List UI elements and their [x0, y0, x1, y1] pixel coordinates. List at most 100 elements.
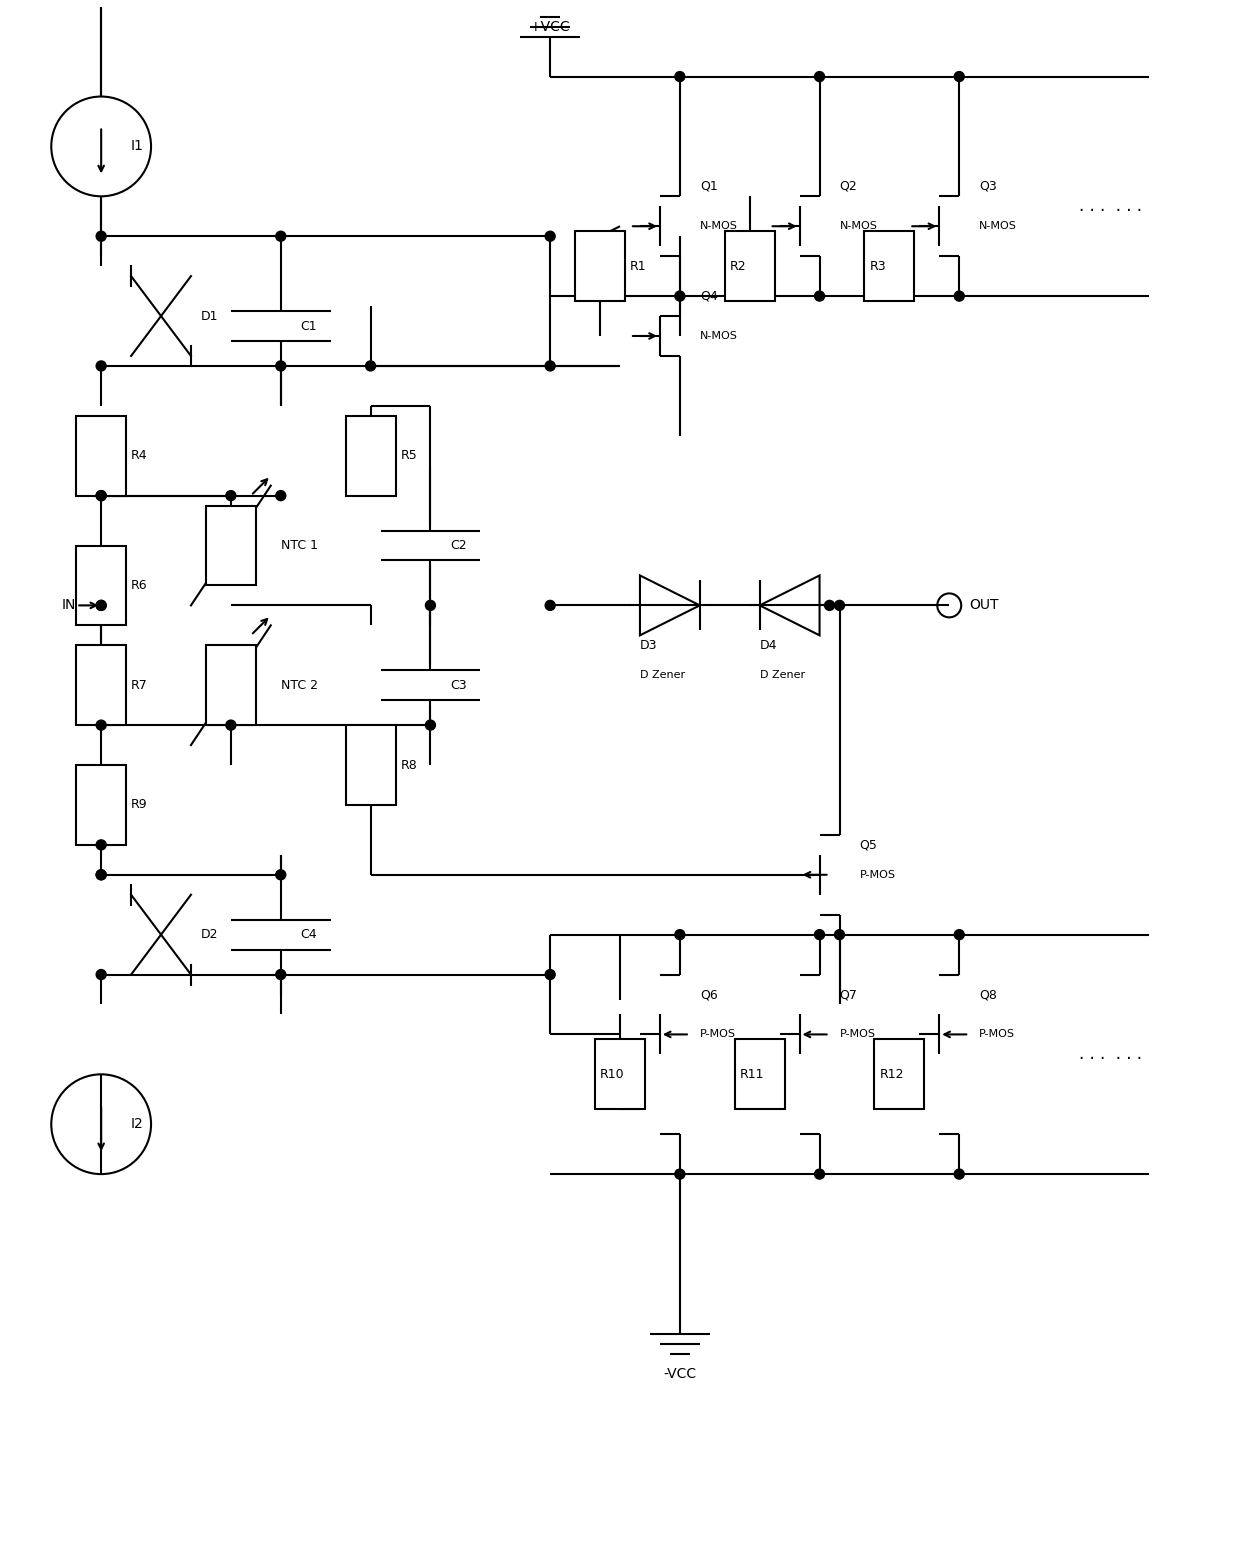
Bar	[724, 232, 775, 302]
Circle shape	[546, 970, 556, 980]
Circle shape	[546, 600, 556, 611]
Circle shape	[955, 930, 965, 939]
Circle shape	[97, 840, 107, 851]
Text: Q5: Q5	[859, 838, 878, 851]
Text: R8: R8	[401, 759, 417, 771]
Text: R6: R6	[131, 578, 148, 592]
Text: IN: IN	[61, 599, 76, 613]
Text: C1: C1	[301, 319, 317, 333]
Circle shape	[97, 600, 107, 611]
Text: I1: I1	[131, 140, 144, 154]
Text: N-MOS: N-MOS	[699, 331, 738, 341]
Text: R9: R9	[131, 798, 148, 812]
Circle shape	[425, 600, 435, 611]
Circle shape	[675, 72, 684, 81]
Circle shape	[97, 232, 107, 241]
Text: N-MOS: N-MOS	[839, 221, 878, 232]
Circle shape	[366, 361, 376, 372]
Text: I2: I2	[131, 1116, 144, 1130]
Text: D4: D4	[760, 639, 777, 652]
Text: R2: R2	[730, 260, 746, 272]
Circle shape	[97, 361, 107, 372]
Circle shape	[675, 930, 684, 939]
Text: C4: C4	[301, 928, 317, 941]
Text: NTC 2: NTC 2	[280, 678, 317, 692]
Bar	[864, 232, 914, 302]
Text: Q6: Q6	[699, 987, 718, 1001]
Text: N-MOS: N-MOS	[699, 221, 738, 232]
Circle shape	[835, 600, 844, 611]
Circle shape	[275, 970, 285, 980]
Circle shape	[955, 1169, 965, 1179]
Text: OUT: OUT	[970, 599, 998, 613]
Text: C2: C2	[450, 540, 467, 552]
Bar	[206, 505, 255, 585]
Bar	[874, 1039, 924, 1109]
Text: Q3: Q3	[980, 180, 997, 193]
Bar	[735, 1039, 785, 1109]
Circle shape	[815, 1169, 825, 1179]
Text: R5: R5	[401, 449, 417, 462]
Bar	[346, 415, 396, 496]
Circle shape	[97, 970, 107, 980]
Circle shape	[425, 720, 435, 731]
Text: P-MOS: P-MOS	[859, 869, 895, 880]
Text: Q8: Q8	[980, 987, 997, 1001]
Text: D Zener: D Zener	[640, 670, 684, 680]
Text: Q4: Q4	[699, 289, 718, 303]
Text: R11: R11	[740, 1068, 764, 1081]
Bar	[76, 415, 126, 496]
Text: P-MOS: P-MOS	[980, 1029, 1016, 1039]
Circle shape	[275, 232, 285, 241]
Text: N-MOS: N-MOS	[980, 221, 1017, 232]
Text: -VCC: -VCC	[663, 1367, 697, 1381]
Text: D2: D2	[201, 928, 218, 941]
Circle shape	[226, 720, 236, 731]
Bar	[206, 645, 255, 725]
Bar	[76, 546, 126, 625]
Text: R7: R7	[131, 678, 148, 692]
Text: R10: R10	[600, 1068, 625, 1081]
Bar	[76, 765, 126, 844]
Text: Q2: Q2	[839, 180, 857, 193]
Circle shape	[275, 491, 285, 501]
Bar	[76, 645, 126, 725]
Circle shape	[275, 869, 285, 880]
Text: . . .  . . .: . . . . . .	[1079, 1045, 1142, 1064]
Text: +VCC: +VCC	[529, 20, 570, 34]
Text: C3: C3	[450, 678, 467, 692]
Text: P-MOS: P-MOS	[839, 1029, 875, 1039]
Circle shape	[97, 491, 107, 501]
Bar	[346, 725, 396, 805]
Circle shape	[835, 930, 844, 939]
Text: P-MOS: P-MOS	[699, 1029, 735, 1039]
Circle shape	[815, 72, 825, 81]
Text: R1: R1	[630, 260, 646, 272]
Circle shape	[97, 491, 107, 501]
Circle shape	[275, 361, 285, 372]
Circle shape	[675, 291, 684, 302]
Circle shape	[546, 232, 556, 241]
Bar	[595, 1039, 645, 1109]
Circle shape	[97, 720, 107, 731]
Circle shape	[97, 869, 107, 880]
Circle shape	[675, 1169, 684, 1179]
Circle shape	[97, 600, 107, 611]
Bar	[575, 232, 625, 302]
Circle shape	[955, 291, 965, 302]
Circle shape	[546, 361, 556, 372]
Circle shape	[97, 869, 107, 880]
Circle shape	[955, 72, 965, 81]
Text: R4: R4	[131, 449, 148, 462]
Circle shape	[825, 600, 835, 611]
Text: NTC 1: NTC 1	[280, 540, 317, 552]
Text: Q7: Q7	[839, 987, 857, 1001]
Text: D1: D1	[201, 309, 218, 322]
Text: D Zener: D Zener	[760, 670, 805, 680]
Text: R3: R3	[869, 260, 887, 272]
Circle shape	[815, 930, 825, 939]
Circle shape	[815, 291, 825, 302]
Circle shape	[226, 491, 236, 501]
Text: . . .  . . .: . . . . . .	[1079, 197, 1142, 215]
Text: R12: R12	[879, 1068, 904, 1081]
